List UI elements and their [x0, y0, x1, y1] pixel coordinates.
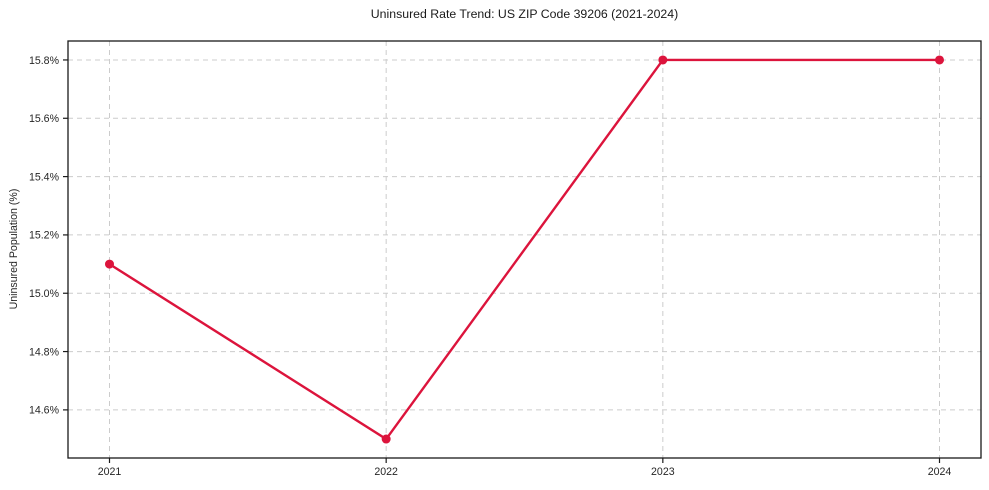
trend-line: [108, 58, 941, 441]
y-tick-label: 15.2%: [29, 230, 60, 242]
chart-title: Uninsured Rate Trend: US ZIP Code 39206 …: [370, 7, 679, 21]
x-tick-label: 2023: [651, 466, 675, 478]
x-tick-label: 2024: [928, 466, 952, 478]
y-tick-label: 14.6%: [29, 405, 60, 417]
data-point-marker: [105, 259, 114, 269]
y-tick-label: 15.8%: [29, 55, 60, 67]
y-tick-label: 15.0%: [29, 288, 60, 300]
data-point-marker: [381, 434, 391, 444]
plot-border: [67, 40, 982, 459]
y-tick-label: 14.8%: [29, 346, 60, 358]
data-point-marker: [658, 55, 668, 65]
x-tick-label: 2021: [98, 466, 122, 478]
data-point-marker: [935, 55, 944, 65]
y-tick-label: 15.6%: [29, 113, 60, 125]
y-tick-label: 15.4%: [29, 171, 60, 183]
x-tick-label: 2022: [374, 466, 398, 478]
